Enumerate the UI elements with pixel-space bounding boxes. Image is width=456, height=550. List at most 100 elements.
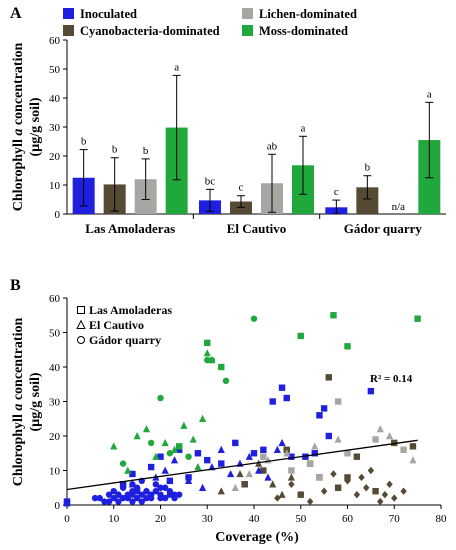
panel-a-tick-labels: 0 10 20 30 40 50 60 Las Amoladeras El Cautivo Gád…	[49, 35, 422, 236]
panel-b-x-tick-label: 40	[249, 513, 261, 525]
point-gador-quarry-inoculated	[119, 481, 127, 488]
point-el-cautivo-lichen-dominated	[376, 425, 384, 433]
panel-a-y-tick-label: 20	[49, 151, 61, 163]
legend-label-moss: Moss-dominated	[259, 24, 348, 38]
point-gador-quarry-moss-dominated	[222, 377, 230, 384]
point-las-amoladeras-cyanobacteria-dominated	[372, 488, 379, 495]
point-el-cautivo-moss-dominated	[124, 466, 132, 474]
point-el-cautivo-moss-dominated	[161, 438, 169, 447]
point-las-amoladeras-inoculated	[278, 384, 286, 391]
point-gador-quarry-inoculated	[147, 494, 155, 502]
point-las-amoladeras-inoculated	[218, 460, 225, 467]
point-gador-quarry-inoculated	[161, 494, 169, 502]
point-el-cautivo-lichen-dominated	[334, 435, 342, 443]
panel-b-points	[63, 312, 421, 507]
point-gador-quarry-inoculated	[161, 484, 169, 491]
point-gador-quarry-inoculated	[138, 498, 145, 505]
point-las-amoladeras-cyanobacteria-dominated	[241, 481, 248, 488]
point-gador-quarry-inoculated	[105, 491, 113, 498]
point-el-cautivo-inoculated	[161, 466, 169, 474]
point-gador-quarry-inoculated	[129, 498, 136, 505]
point-el-cautivo-lichen-dominated	[385, 432, 394, 440]
panel-b-y-axis-unit: (µg/g soil)	[28, 372, 43, 431]
point-gador-quarry-inoculated	[110, 494, 117, 502]
panel-b-x-tick-label: 20	[155, 513, 167, 525]
point-las-amoladeras-moss-dominated	[330, 312, 337, 319]
legend-swatch-moss	[242, 25, 253, 36]
point-gador-quarry-cyanobacteria-dominated	[358, 473, 365, 482]
point-gador-quarry-inoculated	[138, 491, 145, 498]
legend-label-cyanobacteria: Cyanobacteria-dominated	[80, 24, 220, 38]
panel-b-y-tick-label: 30	[49, 397, 61, 409]
point-gador-quarry-inoculated	[152, 481, 160, 488]
point-gador-quarry-inoculated	[105, 498, 113, 505]
point-el-cautivo-moss-dominated	[180, 421, 188, 429]
point-el-cautivo-moss-dominated	[194, 463, 202, 471]
point-gador-quarry-inoculated	[124, 494, 131, 502]
panel-b-legend: Las Amoladeras El Cautivo Gádor quarry	[76, 303, 172, 347]
point-las-amoladeras-inoculated	[232, 439, 239, 447]
panel-b-axes	[63, 297, 442, 509]
point-las-amoladeras-lichen-dominated	[334, 398, 342, 405]
point-el-cautivo-moss-dominated	[133, 432, 141, 440]
point-gador-quarry-moss-dominated	[119, 460, 127, 467]
point-las-amoladeras-inoculated	[176, 446, 183, 453]
point-gador-quarry-inoculated	[119, 494, 127, 502]
point-las-amoladeras-moss-dominated	[297, 332, 304, 340]
r-squared-annotation: R² = 0.14	[370, 373, 413, 385]
point-las-amoladeras-cyanobacteria-dominated	[325, 374, 332, 381]
panel-a-y-tick-label: 10	[49, 180, 61, 192]
point-gador-quarry-inoculated	[129, 491, 136, 498]
panel-b-letter: B	[10, 277, 21, 294]
point-las-amoladeras-moss-dominated	[204, 339, 211, 347]
point-las-amoladeras-cyanobacteria-dominated	[391, 439, 398, 447]
point-las-amoladeras-cyanobacteria-dominated	[260, 467, 267, 474]
point-gador-quarry-inoculated	[171, 491, 178, 498]
panel-b-y-tick-label: 50	[49, 328, 61, 340]
point-gador-quarry-cyanobacteria-dominated	[274, 494, 281, 502]
significance-letter: a	[174, 61, 179, 73]
point-las-amoladeras-cyanobacteria-dominated	[409, 443, 417, 450]
point-las-amoladeras-inoculated	[311, 450, 318, 457]
panel-a-y-tick-label: 40	[49, 93, 61, 105]
point-el-cautivo-cyanobacteria-dominated	[269, 480, 277, 488]
point-las-amoladeras-inoculated	[157, 453, 164, 460]
panel-a-category-label: Gádor quarry	[344, 221, 423, 236]
point-el-cautivo-moss-dominated	[189, 435, 197, 443]
point-gador-quarry-cyanobacteria-dominated	[344, 477, 351, 485]
point-gador-quarry-cyanobacteria-dominated	[334, 484, 342, 492]
point-gador-quarry-cyanobacteria-dominated	[320, 487, 328, 495]
point-el-cautivo-cyanobacteria-dominated	[236, 469, 244, 478]
panel-a-legend: Inoculated Cyanobacteria-dominated Liche…	[63, 7, 357, 38]
point-el-cautivo-inoculated	[184, 476, 193, 485]
significance-letter: c	[239, 182, 244, 194]
point-gador-quarry-cyanobacteria-dominated	[377, 497, 384, 506]
point-gador-quarry-inoculated	[110, 488, 117, 495]
point-gador-quarry-inoculated	[96, 494, 103, 502]
panel-b-tick-labels: 0 10 20 30 40 50 60 0 10 20 30 40 50 60 70 80	[49, 293, 447, 525]
point-gador-quarry-cyanobacteria-dominated	[386, 480, 393, 488]
point-gador-quarry-inoculated	[133, 494, 141, 502]
point-el-cautivo-lichen-dominated	[283, 449, 291, 457]
point-gador-quarry-inoculated	[157, 491, 164, 498]
point-el-cautivo-inoculated	[264, 473, 272, 481]
point-las-amoladeras-moss-dominated	[176, 443, 183, 450]
significance-letter: b	[143, 145, 149, 157]
point-gador-quarry-cyanobacteria-dominated	[353, 490, 361, 499]
bar-na-label: n/a	[392, 201, 406, 213]
panel-a-bars: b b b a bc c ab a c b n/a a	[72, 61, 441, 215]
legend-b-label-el-cautivo: El Cautivo	[89, 318, 144, 332]
panel-b-y-tick-label: 0	[55, 500, 61, 512]
point-gador-quarry-inoculated	[115, 498, 122, 505]
point-las-amoladeras-moss-dominated	[344, 343, 351, 350]
point-el-cautivo-inoculated	[198, 483, 207, 491]
point-el-cautivo-moss-dominated	[198, 414, 207, 422]
point-las-amoladeras-inoculated	[166, 477, 174, 485]
legend-swatch-lichen	[242, 8, 253, 19]
point-gador-quarry-inoculated	[101, 498, 108, 505]
point-las-amoladeras-moss-dominated	[414, 315, 421, 322]
panel-b-y-tick-label: 60	[49, 293, 61, 305]
legend-label-inoculated: Inoculated	[80, 7, 137, 21]
point-el-cautivo-moss-dominated	[110, 442, 118, 450]
point-el-cautivo-inoculated	[170, 456, 179, 464]
